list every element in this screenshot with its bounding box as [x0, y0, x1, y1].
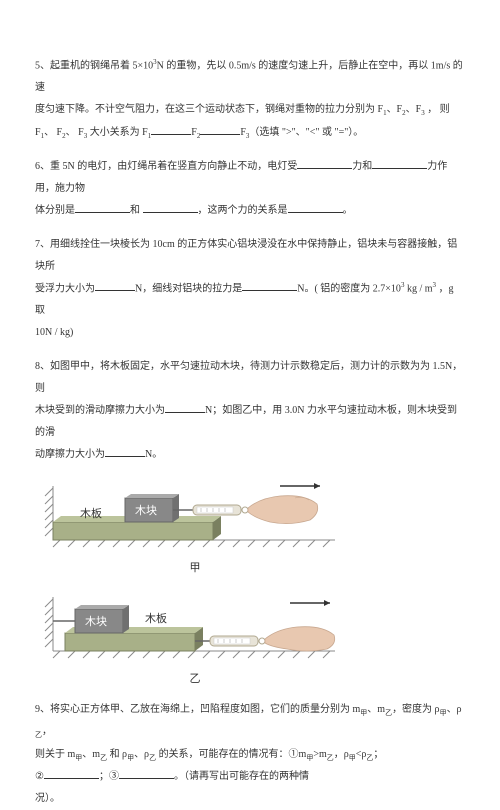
q5-num: 5、 — [35, 60, 50, 71]
question-9: 9、将实心正方体甲、乙放在海绵上，凹陷程度如图，它们的质量分别为 m甲、m乙，密… — [35, 699, 465, 810]
q9-t14: ； — [373, 749, 383, 760]
svg-text:木块: 木块 — [85, 615, 107, 628]
q9-t7: 、m — [82, 749, 100, 760]
q7-t7: 10N / kg) — [35, 327, 73, 338]
q9-t6: 则关于 m — [35, 749, 75, 760]
q5-t1: 起重机的钢绳吊着 5×10 — [50, 60, 153, 71]
q9-t8: 和 ρ — [107, 749, 127, 760]
blank — [151, 123, 191, 135]
figure-jia-yi: 木板 木块 甲 — [35, 478, 465, 690]
blank — [288, 201, 343, 213]
question-5: 5、起重机的钢绳吊着 5×103N 的重物，先以 0.5m/s 的速度匀速上升，… — [35, 55, 465, 144]
blank — [105, 445, 145, 457]
blank — [165, 401, 205, 413]
q9-t10: 的关系，可能存在的情况有：①m — [156, 749, 306, 760]
q6-t7: 。 — [343, 205, 353, 216]
svg-text:木块: 木块 — [135, 504, 157, 517]
q7-t2: 受浮力大小为 — [35, 283, 95, 294]
figure-jia: 木板 木块 甲 — [35, 478, 465, 580]
q6-num: 6、 — [35, 161, 50, 172]
svg-text:木板: 木板 — [145, 611, 167, 625]
question-8: 8、如图甲中，将木板固定，水平匀速拉动木块，待测力计示数稳定后，测力计的示数为为… — [35, 356, 465, 466]
figure-yi: 木板 木块 乙 — [35, 589, 465, 691]
q5-t13: （选填 ">"、"<" 或 "="）。 — [249, 127, 363, 138]
q9-t13: <ρ — [356, 749, 367, 760]
q9-t2: 、m — [367, 704, 385, 715]
blank — [75, 201, 130, 213]
q8-t2: 木块受到的滑动摩擦力大小为 — [35, 405, 165, 416]
q9-t12: ，ρ — [334, 749, 349, 760]
q9-t16: ；③ — [99, 771, 119, 782]
q6-t4: 体分别是 — [35, 205, 75, 216]
question-6: 6、重 5N 的电灯，由灯绳吊着在竖直方向静止不动，电灯受力和力作用，施力物 体… — [35, 156, 465, 222]
q9-t3: ，密度为 ρ — [392, 704, 440, 715]
q5-t4: 、F — [387, 104, 403, 115]
q7-t5: kg / m — [404, 283, 432, 294]
blank — [372, 157, 427, 169]
q7-num: 7、 — [35, 239, 50, 250]
q6-t5: 和 — [130, 205, 143, 216]
q6-t2: 力和 — [352, 161, 372, 172]
q9-t5: ， — [42, 726, 52, 737]
q8-t5: N。 — [145, 449, 162, 460]
blank — [143, 201, 198, 213]
label-yi: 乙 — [35, 667, 355, 691]
q5-t9: 、 F — [66, 127, 84, 138]
q9-t4: 、ρ — [447, 704, 462, 715]
q9-t17: 。（请再写出可能存在的两种情 — [174, 771, 309, 782]
q5-t8: 、 F — [44, 127, 62, 138]
q7-t4: N。( 铝的密度为 2.7×10 — [297, 283, 401, 294]
question-7: 7、用细线拴住一块棱长为 10cm 的正方体实心铝块浸没在水中保持静止，铝块未与… — [35, 234, 465, 344]
q6-t1: 重 5N 的电灯，由灯绳吊着在竖直方向静止不动，电灯受 — [50, 161, 297, 172]
label-jia: 甲 — [35, 556, 355, 580]
blank — [44, 767, 99, 779]
q5-t5: 、F — [406, 104, 422, 115]
q7-t1: 用细线拴住一块棱长为 10cm 的正方体实心铝块浸没在水中保持静止，铝块未与容器… — [35, 239, 457, 272]
blank — [95, 279, 135, 291]
q8-t1: 如图甲中，将木板固定，水平匀速拉动木块，待测力计示数稳定后，测力计的示数为为 1… — [35, 361, 462, 394]
blank — [242, 279, 297, 291]
svg-text:木板: 木板 — [80, 506, 102, 520]
q9-t11: >m — [313, 749, 326, 760]
q9-t15: ② — [35, 771, 44, 782]
q5-t10: 大小关系为 F — [87, 127, 148, 138]
blank — [119, 767, 174, 779]
q6-t6: ，这两个力的关系是 — [198, 205, 288, 216]
q8-num: 8、 — [35, 361, 50, 372]
q9-num: 9、 — [35, 704, 50, 715]
q5-t6: ， 则 — [425, 104, 450, 115]
q9-t1: 将实心正方体甲、乙放在海绵上，凹陷程度如图，它们的质量分别为 m — [50, 704, 360, 715]
q9-t18: 况）。 — [35, 793, 60, 804]
blank — [297, 157, 352, 169]
blank — [200, 123, 240, 135]
q5-t3: 度匀速下降。不计空气阻力，在这三个运动状态下，钢绳对重物的拉力分别为 F — [35, 104, 383, 115]
q9-t9: 、ρ — [134, 749, 149, 760]
q8-t4: 动摩擦力大小为 — [35, 449, 105, 460]
q7-t3: N，细线对铝块的拉力是 — [135, 283, 242, 294]
